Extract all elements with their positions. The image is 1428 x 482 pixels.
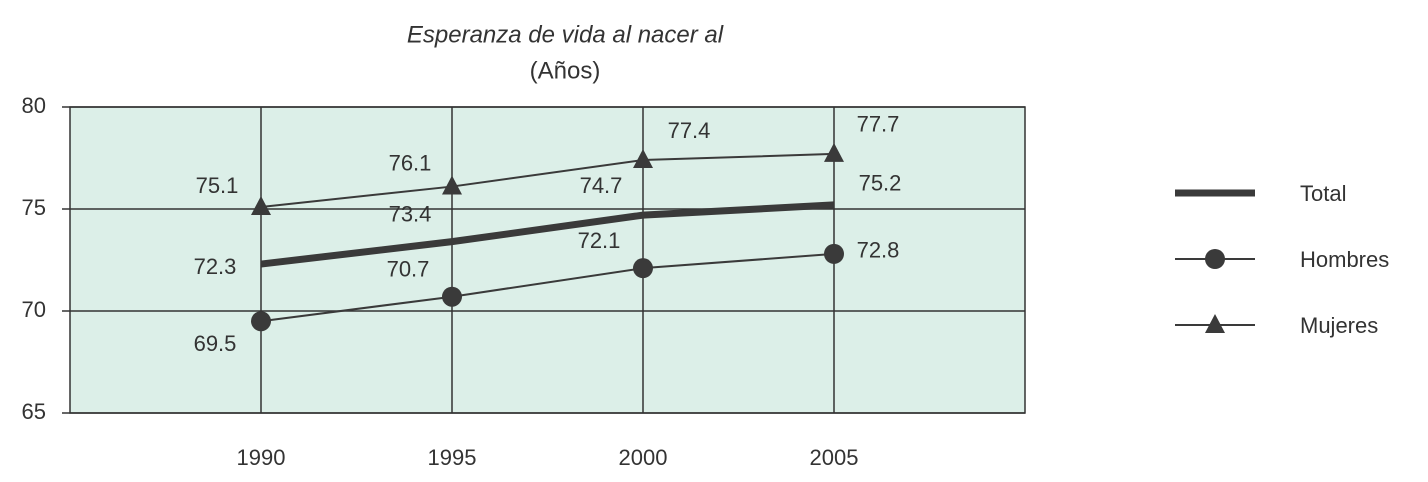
data-label: 77.7: [857, 112, 900, 137]
chart-title: Esperanza de vida al nacer al: [407, 21, 724, 48]
point: [633, 258, 653, 279]
data-label: 75.1: [196, 173, 239, 198]
data-label: 77.4: [668, 118, 711, 143]
point: [824, 142, 844, 162]
data-label: 72.3: [194, 254, 237, 279]
point: [251, 311, 271, 332]
x-tick-label: 2005: [810, 445, 859, 470]
data-label: 69.5: [194, 331, 237, 356]
chart-subtitle: (Años): [530, 57, 601, 84]
legend-label: Hombres: [1300, 247, 1389, 272]
x-tick-label: 1990: [237, 445, 286, 470]
point: [633, 149, 653, 169]
legend-label: Mujeres: [1300, 313, 1378, 338]
y-tick-label: 65: [22, 399, 46, 424]
line-hombres: [260, 252, 835, 323]
line-total: [260, 201, 835, 268]
point: [442, 175, 462, 195]
x-tick-label: 1995: [428, 445, 477, 470]
x-tick-label: 2000: [619, 445, 668, 470]
point: [442, 286, 462, 307]
plot-area: [69, 106, 1026, 414]
point: [251, 195, 271, 215]
y-tick-label: 80: [22, 93, 46, 118]
data-label: 72.1: [578, 228, 621, 253]
data-label: 76.1: [389, 150, 432, 175]
data-label: 70.7: [387, 257, 430, 282]
data-label: 73.4: [389, 201, 432, 226]
legend-marker: [1205, 249, 1225, 269]
data-label: 72.8: [857, 238, 900, 263]
legend-marker: [1205, 314, 1225, 333]
data-label: 74.7: [580, 173, 623, 198]
point: [824, 243, 844, 264]
y-tick-label: 70: [22, 297, 46, 322]
line-mujeres: [260, 152, 835, 208]
y-tick-label: 75: [22, 195, 46, 220]
data-label: 75.2: [859, 171, 902, 196]
legend-label: Total: [1300, 181, 1346, 206]
